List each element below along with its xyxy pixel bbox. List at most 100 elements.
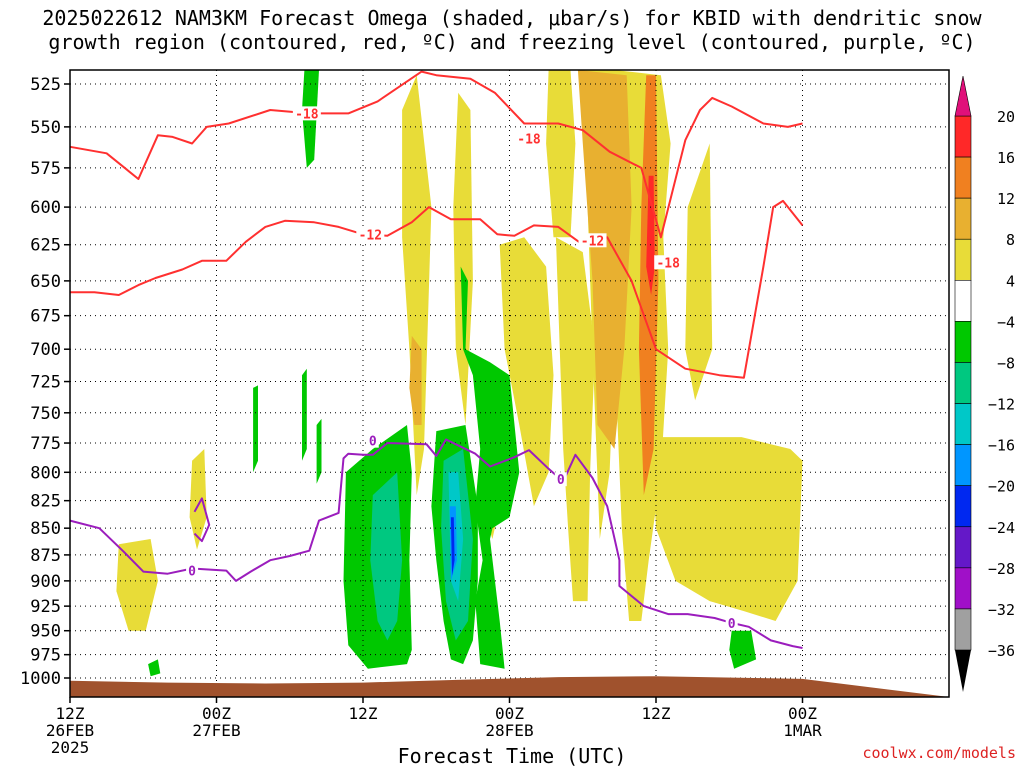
colorbar-band bbox=[954, 608, 972, 651]
colorbar-label: −32 bbox=[988, 601, 1015, 619]
y-tick-label: 625 bbox=[30, 236, 61, 256]
x-tick-label: 12Z bbox=[349, 704, 378, 723]
colorbar-band bbox=[954, 362, 972, 404]
colorbar-label: −20 bbox=[988, 478, 1015, 496]
colorbar-band bbox=[954, 115, 972, 158]
contour-label-bg bbox=[725, 615, 738, 630]
colorbar-label: 8 bbox=[1006, 231, 1015, 249]
contour-label-layer: -18 -18 -18 -12 -12 0 0 0 0 bbox=[186, 106, 738, 632]
y-tick-label: 800 bbox=[30, 463, 61, 483]
omega-region bbox=[450, 517, 455, 576]
omega-region bbox=[499, 237, 554, 507]
colorbar-label: 20 bbox=[997, 108, 1015, 126]
y-tick-label: 525 bbox=[30, 75, 61, 95]
contour-label-bg bbox=[186, 563, 199, 578]
y-tick-label: 750 bbox=[30, 404, 61, 424]
x-tick-label: 1MAR bbox=[783, 721, 822, 740]
colorbar-band bbox=[954, 280, 972, 322]
contour-label: 0 bbox=[188, 565, 196, 580]
omega-region bbox=[453, 92, 473, 425]
contour-label: -18 bbox=[517, 133, 541, 148]
y-tick-label: 925 bbox=[30, 597, 61, 617]
title-line-2: growth region (contoured, red, ºC) and f… bbox=[48, 30, 976, 54]
omega-region bbox=[460, 266, 520, 669]
colorbar-label: −12 bbox=[988, 396, 1015, 414]
omega-region bbox=[116, 539, 158, 631]
y-tick-label: 725 bbox=[30, 373, 61, 393]
y-tick-label: 850 bbox=[30, 519, 61, 539]
y-axis: 525 550 575 600 625 650 675 700 725 750 775 800 825 8… bbox=[20, 75, 70, 689]
colorbar-band bbox=[954, 485, 972, 528]
colorbar-label: −24 bbox=[988, 519, 1015, 537]
contour-layer bbox=[69, 70, 804, 649]
omega-region bbox=[402, 75, 432, 496]
contour-line bbox=[70, 199, 804, 379]
colorbar-label: −28 bbox=[988, 560, 1015, 578]
contour-label: -12 bbox=[359, 228, 382, 243]
y-tick-label: 550 bbox=[30, 118, 61, 138]
omega-region bbox=[316, 418, 322, 484]
x-axis-title: Forecast Time (UTC) bbox=[397, 744, 627, 768]
contour-label-bg bbox=[654, 255, 683, 270]
x-tick-label: 26FEB bbox=[46, 721, 94, 740]
omega-region bbox=[189, 449, 207, 550]
y-tick-label: 825 bbox=[30, 492, 61, 512]
x-tick-label: 28FEB bbox=[485, 721, 533, 740]
chart-title: 2025022612 NAM3KM Forecast Omega (shaded… bbox=[0, 6, 1024, 54]
y-tick-label: 1000 bbox=[20, 669, 61, 689]
x-tick-label: 12Z bbox=[642, 704, 671, 723]
colorbar-top-arrow bbox=[954, 75, 972, 117]
x-tick-label: 00Z bbox=[495, 704, 524, 723]
colorbar-band bbox=[954, 567, 972, 610]
colorbar-label: 4 bbox=[1006, 272, 1015, 290]
x-tick-label: 27FEB bbox=[192, 721, 240, 740]
y-tick-label: 650 bbox=[30, 272, 61, 292]
omega-region bbox=[685, 143, 713, 401]
colorbar-band bbox=[954, 321, 972, 363]
colorbar-label: 16 bbox=[997, 149, 1015, 167]
contour-line bbox=[193, 497, 211, 543]
contour-label: 0 bbox=[557, 473, 565, 488]
colorbar-band bbox=[954, 238, 972, 281]
colorbar-bottom-arrow bbox=[955, 650, 971, 692]
contour-label: -18 bbox=[295, 107, 319, 122]
contour-label-bg bbox=[578, 233, 607, 248]
y-tick-label: 575 bbox=[30, 159, 61, 179]
omega-region bbox=[370, 472, 403, 641]
title-line-1: 2025022612 NAM3KM Forecast Omega (shaded… bbox=[42, 6, 982, 30]
y-tick-label: 875 bbox=[30, 546, 61, 566]
y-tick-label: 675 bbox=[30, 307, 61, 327]
contour-label: 0 bbox=[728, 617, 736, 632]
colorbar-label: −8 bbox=[997, 354, 1015, 372]
colorbar-label: −36 bbox=[988, 642, 1015, 660]
contour-label: -18 bbox=[656, 256, 680, 271]
contour-line bbox=[69, 70, 803, 239]
colorbar: 20 16 12 8 4 −4 −8 −12 −16 −20 −24 −28 −32 −36 bbox=[954, 75, 1015, 692]
omega-region bbox=[555, 237, 595, 602]
colorbar-band bbox=[954, 526, 972, 569]
contour-label-bg bbox=[554, 472, 567, 487]
omega-region bbox=[729, 630, 757, 669]
colorbar-band bbox=[954, 444, 972, 486]
omega-shading-layer bbox=[116, 70, 803, 677]
omega-region bbox=[253, 385, 258, 473]
colorbar-band bbox=[954, 197, 972, 240]
contour-label-bg bbox=[366, 433, 379, 448]
omega-region bbox=[148, 659, 161, 677]
y-tick-label: 950 bbox=[30, 622, 61, 642]
site-credit: coolwx.com/models bbox=[862, 744, 1016, 762]
omega-region bbox=[409, 335, 422, 425]
colorbar-band bbox=[954, 403, 972, 445]
y-tick-label: 775 bbox=[30, 434, 61, 454]
colorbar-label: −16 bbox=[988, 437, 1015, 455]
omega-region bbox=[546, 70, 576, 238]
contour-label: 0 bbox=[369, 435, 377, 450]
colorbar-label: 12 bbox=[997, 190, 1015, 208]
omega-region bbox=[651, 437, 803, 621]
colorbar-label: −4 bbox=[997, 313, 1015, 331]
y-tick-label: 975 bbox=[30, 646, 61, 666]
contour-label-bg bbox=[292, 106, 321, 121]
terrain-layer bbox=[70, 676, 949, 697]
